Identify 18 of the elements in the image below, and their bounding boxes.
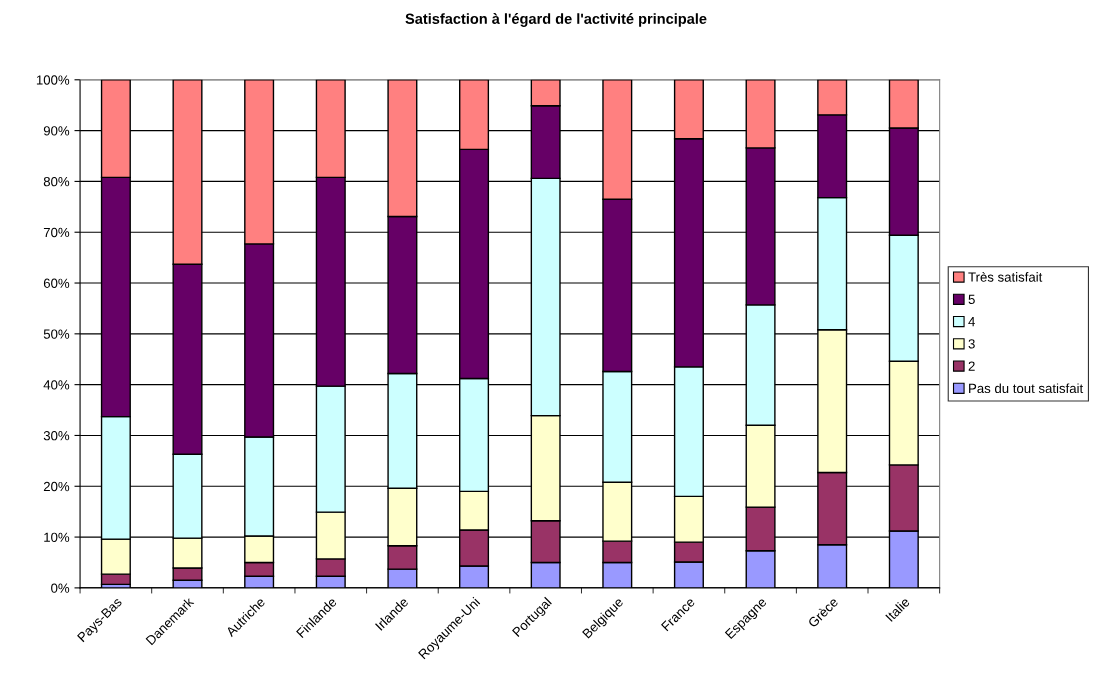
y-tick-label: 40% — [43, 380, 70, 390]
y-tick-label: 100% — [36, 75, 70, 85]
legend-label: Pas du tout satisfait — [969, 383, 1084, 394]
y-tick-label: 60% — [43, 278, 70, 288]
legend-label: 5 — [968, 294, 975, 305]
y-tick-label: 30% — [43, 431, 70, 441]
y-tick-label: 90% — [43, 126, 70, 136]
legend-label: 2 — [968, 361, 975, 371]
y-tick-label: 20% — [43, 481, 70, 492]
legend-label: Très satisfait — [968, 271, 1043, 282]
y-tick-label: 0% — [51, 583, 70, 593]
legend-label: 3 — [968, 339, 975, 349]
legend-label: 4 — [968, 317, 975, 327]
chart-title: Satisfaction à l'égard de l'activité principale — [405, 13, 707, 27]
y-tick-label: 10% — [44, 532, 70, 542]
y-tick-label: 80% — [43, 176, 70, 187]
y-tick-label: 50% — [43, 329, 70, 339]
y-tick-label: 70% — [43, 227, 70, 238]
